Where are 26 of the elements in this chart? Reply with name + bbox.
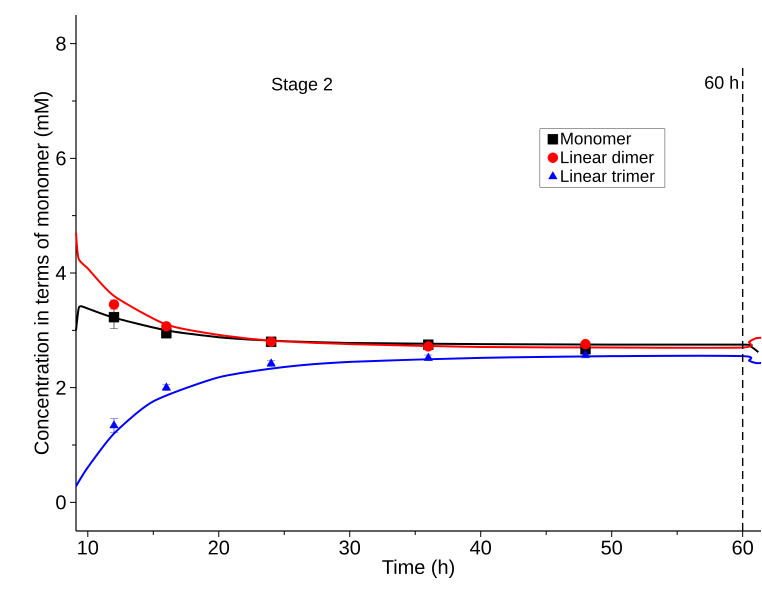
legend-label: Linear dimer xyxy=(561,150,654,164)
legend-label: Linear trimer xyxy=(561,170,655,182)
y-tick-label: 2 xyxy=(56,380,66,395)
point xyxy=(162,382,171,390)
point xyxy=(424,352,433,361)
x-tick-label: 10 xyxy=(78,540,98,555)
y-axis-title: Concentration in terms of monomer (mM) xyxy=(34,92,53,454)
ref-line-label: 60 h xyxy=(705,76,738,89)
y-tick-label: 4 xyxy=(56,266,66,280)
point xyxy=(580,338,591,350)
point xyxy=(161,321,172,332)
x-tick-label: 20 xyxy=(208,540,230,555)
point xyxy=(580,350,590,358)
y-tick-label: 8 xyxy=(56,36,66,51)
legend-label: Monomer xyxy=(561,132,632,145)
x-tick-label: 50 xyxy=(601,540,622,555)
x-axis-title: Time (h) xyxy=(382,559,454,578)
line-series xyxy=(75,232,762,349)
y-tick-label: 0 xyxy=(56,495,66,510)
point xyxy=(108,312,120,322)
x-tick-label: 30 xyxy=(339,540,360,555)
point xyxy=(266,358,276,366)
annotation: Stage 2 xyxy=(272,78,332,94)
x-tick-label: 40 xyxy=(470,540,492,555)
y-tick-label: 6 xyxy=(56,151,66,166)
x-tick-label: 60 xyxy=(732,540,753,555)
